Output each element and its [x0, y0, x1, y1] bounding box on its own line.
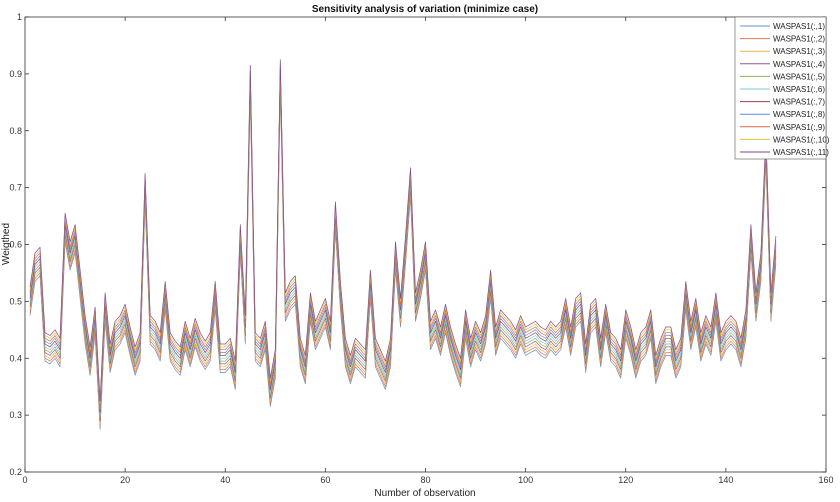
legend: WASPAS1(:,1) WASPAS1(:,2) WASPAS1(:,3) WASP…	[734, 16, 830, 160]
x-tick-label: 140	[718, 475, 733, 485]
legend-label: WASPAS1(:,10)	[773, 135, 830, 144]
y-axis-ticks: 0.2 0.3 0.4 0.5 0.6 0.7 0.8 0.9 1	[9, 12, 826, 477]
legend-label: WASPAS1(:,2)	[773, 35, 825, 44]
y-tick-label: 0.9	[9, 69, 22, 79]
x-tick-label: 100	[518, 475, 533, 485]
y-axis-label: Weigthed	[1, 223, 12, 265]
y-tick-label: 0.6	[9, 240, 22, 250]
series-lines	[29, 59, 777, 430]
legend-label: WASPAS1(:,5)	[773, 72, 825, 81]
legend-label: WASPAS1(:,1)	[773, 22, 825, 31]
y-tick-label: 0.8	[9, 126, 22, 136]
x-tick-label: 60	[320, 475, 330, 485]
series-line-11	[29, 59, 777, 402]
legend-label: WASPAS1(:,4)	[773, 60, 825, 69]
x-tick-label: 40	[220, 475, 230, 485]
y-tick-label: 1	[17, 12, 22, 22]
y-tick-label: 0.4	[9, 353, 22, 363]
legend-label: WASPAS1(:,6)	[773, 85, 825, 94]
legend-label: WASPAS1(:,9)	[773, 123, 825, 132]
x-tick-label: 120	[618, 475, 633, 485]
y-tick-label: 0.7	[9, 183, 22, 193]
legend-label: WASPAS1(:,8)	[773, 110, 825, 119]
y-tick-label: 0.3	[9, 410, 22, 420]
x-tick-label: 80	[420, 475, 430, 485]
chart-title: Sensitivity analysis of variation (minim…	[312, 4, 538, 15]
x-tick-label: 160	[818, 475, 833, 485]
legend-box	[734, 16, 827, 160]
legend-label: WASPAS1(:,7)	[773, 98, 825, 107]
legend-label: WASPAS1(:,11)	[773, 148, 829, 157]
y-tick-label: 0.5	[9, 296, 22, 306]
x-tick-label: 20	[120, 475, 130, 485]
y-tick-label: 0.2	[9, 467, 22, 477]
x-axis-ticks: 0 20 40 60 80 100 120 140 160	[22, 17, 834, 485]
legend-label: WASPAS1(:,3)	[773, 47, 825, 56]
x-axis-label: Number of observation	[374, 488, 475, 499]
x-tick-label: 0	[22, 475, 27, 485]
